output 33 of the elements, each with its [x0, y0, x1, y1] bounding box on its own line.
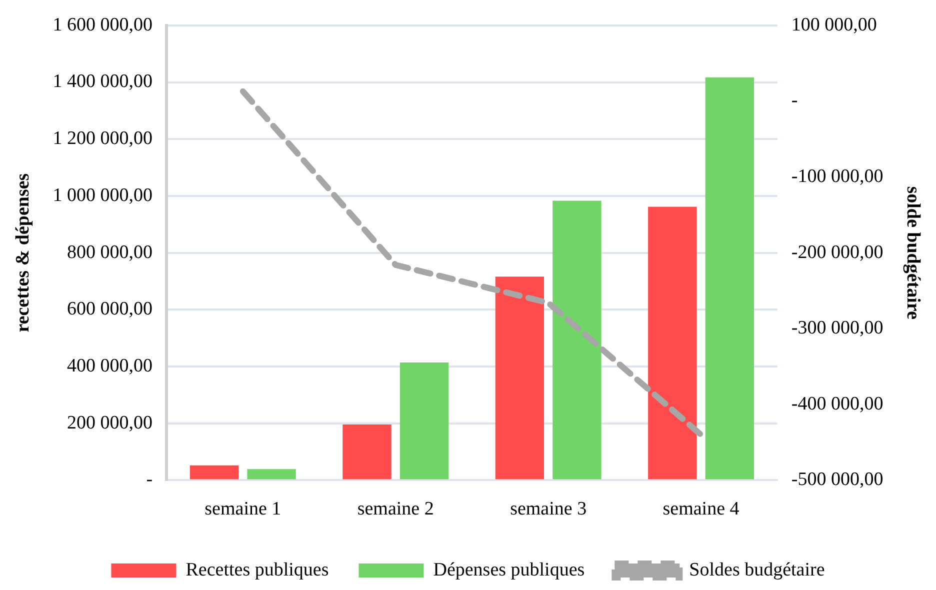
bar: [705, 77, 754, 480]
bar: [247, 469, 296, 480]
y2-tick-label: -200 000,00: [791, 242, 884, 263]
y-tick-label: 200 000,00: [67, 412, 153, 434]
x-tick-label: semaine 4: [662, 498, 740, 520]
x-tick-label: semaine 2: [357, 498, 434, 520]
y-tick-label: 1 400 000,00: [52, 71, 153, 92]
y2-tick-label: -400 000,00: [791, 393, 884, 414]
x-tick-label: semaine 1: [204, 498, 282, 520]
y-tick-label: 400 000,00: [67, 355, 153, 376]
bar: [190, 465, 239, 480]
y2-tick-label: -100 000,00: [791, 166, 884, 187]
legend-label: Dépenses publiques: [433, 559, 585, 580]
y2-tick-label: -300 000,00: [791, 318, 884, 339]
bar: [495, 276, 544, 480]
y-tick-label: 600 000,00: [67, 298, 153, 320]
bar: [648, 206, 697, 480]
y-tick-label: 1 600 000,00: [52, 14, 153, 36]
y2-tick-label: -: [791, 90, 798, 112]
bar: [552, 200, 602, 480]
bar: [342, 424, 392, 480]
y-tick-label: 1 000 000,00: [52, 184, 153, 206]
bar: [400, 362, 449, 480]
y2-axis-title: solde budgétaire: [902, 186, 924, 320]
y-tick-label: -: [146, 469, 153, 490]
y2-tick-label: -500 000,00: [791, 469, 884, 490]
y-tick-label: 1 200 000,00: [52, 128, 153, 150]
y2-tick-label: 100 000,00: [791, 14, 877, 36]
y-axis-title: recettes & dépenses: [12, 173, 34, 332]
legend-label: Recettes publiques: [186, 559, 329, 580]
x-tick-label: semaine 3: [510, 498, 587, 520]
y-tick-label: 800 000,00: [67, 242, 153, 263]
legend-label: Soldes budgétaire: [689, 559, 825, 580]
